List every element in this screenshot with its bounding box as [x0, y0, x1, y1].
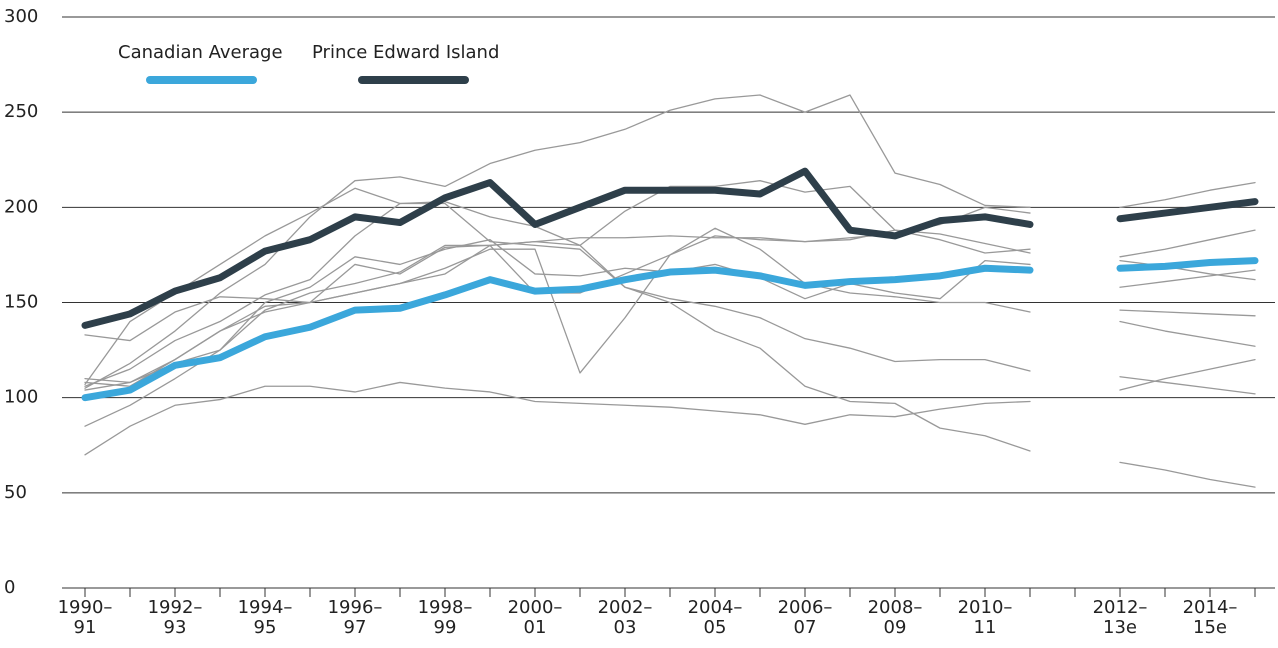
province-line	[84, 381, 1031, 456]
y-tick-label: 50	[4, 482, 27, 503]
province-line	[1119, 320, 1256, 347]
province-line	[84, 202, 1031, 387]
x-tick-label: 2012–13e	[1092, 597, 1148, 638]
series-line	[1116, 198, 1259, 223]
legend-label: Canadian Average	[118, 42, 283, 63]
x-tick-label: 1994–95	[237, 597, 293, 638]
x-tick-label: 2010–11	[957, 597, 1013, 638]
series-line	[1116, 257, 1259, 272]
y-tick-label: 300	[4, 6, 38, 27]
y-tick-label: 200	[4, 196, 38, 217]
province-line	[1119, 269, 1256, 288]
x-tick-label: 2000–01	[507, 597, 563, 638]
y-tick-label: 150	[4, 292, 38, 313]
province-line	[84, 94, 1031, 389]
province-line	[84, 240, 1031, 452]
y-tick-label: 100	[4, 387, 38, 408]
series-line	[81, 167, 1034, 329]
x-tick-label: 1990–91	[57, 597, 113, 638]
x-tick-label: 2004–05	[687, 597, 743, 638]
province-line	[1119, 229, 1256, 258]
y-tick-label: 250	[4, 101, 38, 122]
series-line	[81, 264, 1034, 402]
x-tick-label: 1992–93	[147, 597, 203, 638]
province-line	[1119, 309, 1256, 317]
x-tick-label: 2002–03	[597, 597, 653, 638]
province-line	[1119, 461, 1256, 488]
province-line	[84, 227, 1031, 391]
province-line	[84, 180, 1031, 385]
x-tick-label: 2006–07	[777, 597, 833, 638]
x-tick-label: 2014–15e	[1182, 597, 1238, 638]
province-line	[84, 239, 1031, 384]
province-line	[84, 229, 1031, 387]
legend-label: Prince Edward Island	[312, 42, 499, 63]
x-tick-label: 1996–97	[327, 597, 383, 638]
x-tick-label: 1998–99	[417, 597, 473, 638]
province-line	[1119, 181, 1256, 208]
province-line	[1119, 259, 1256, 281]
x-tick-label: 2008–09	[867, 597, 923, 638]
province-line	[1119, 376, 1256, 395]
y-tick-label: 0	[4, 577, 15, 598]
province-line	[1119, 358, 1256, 391]
